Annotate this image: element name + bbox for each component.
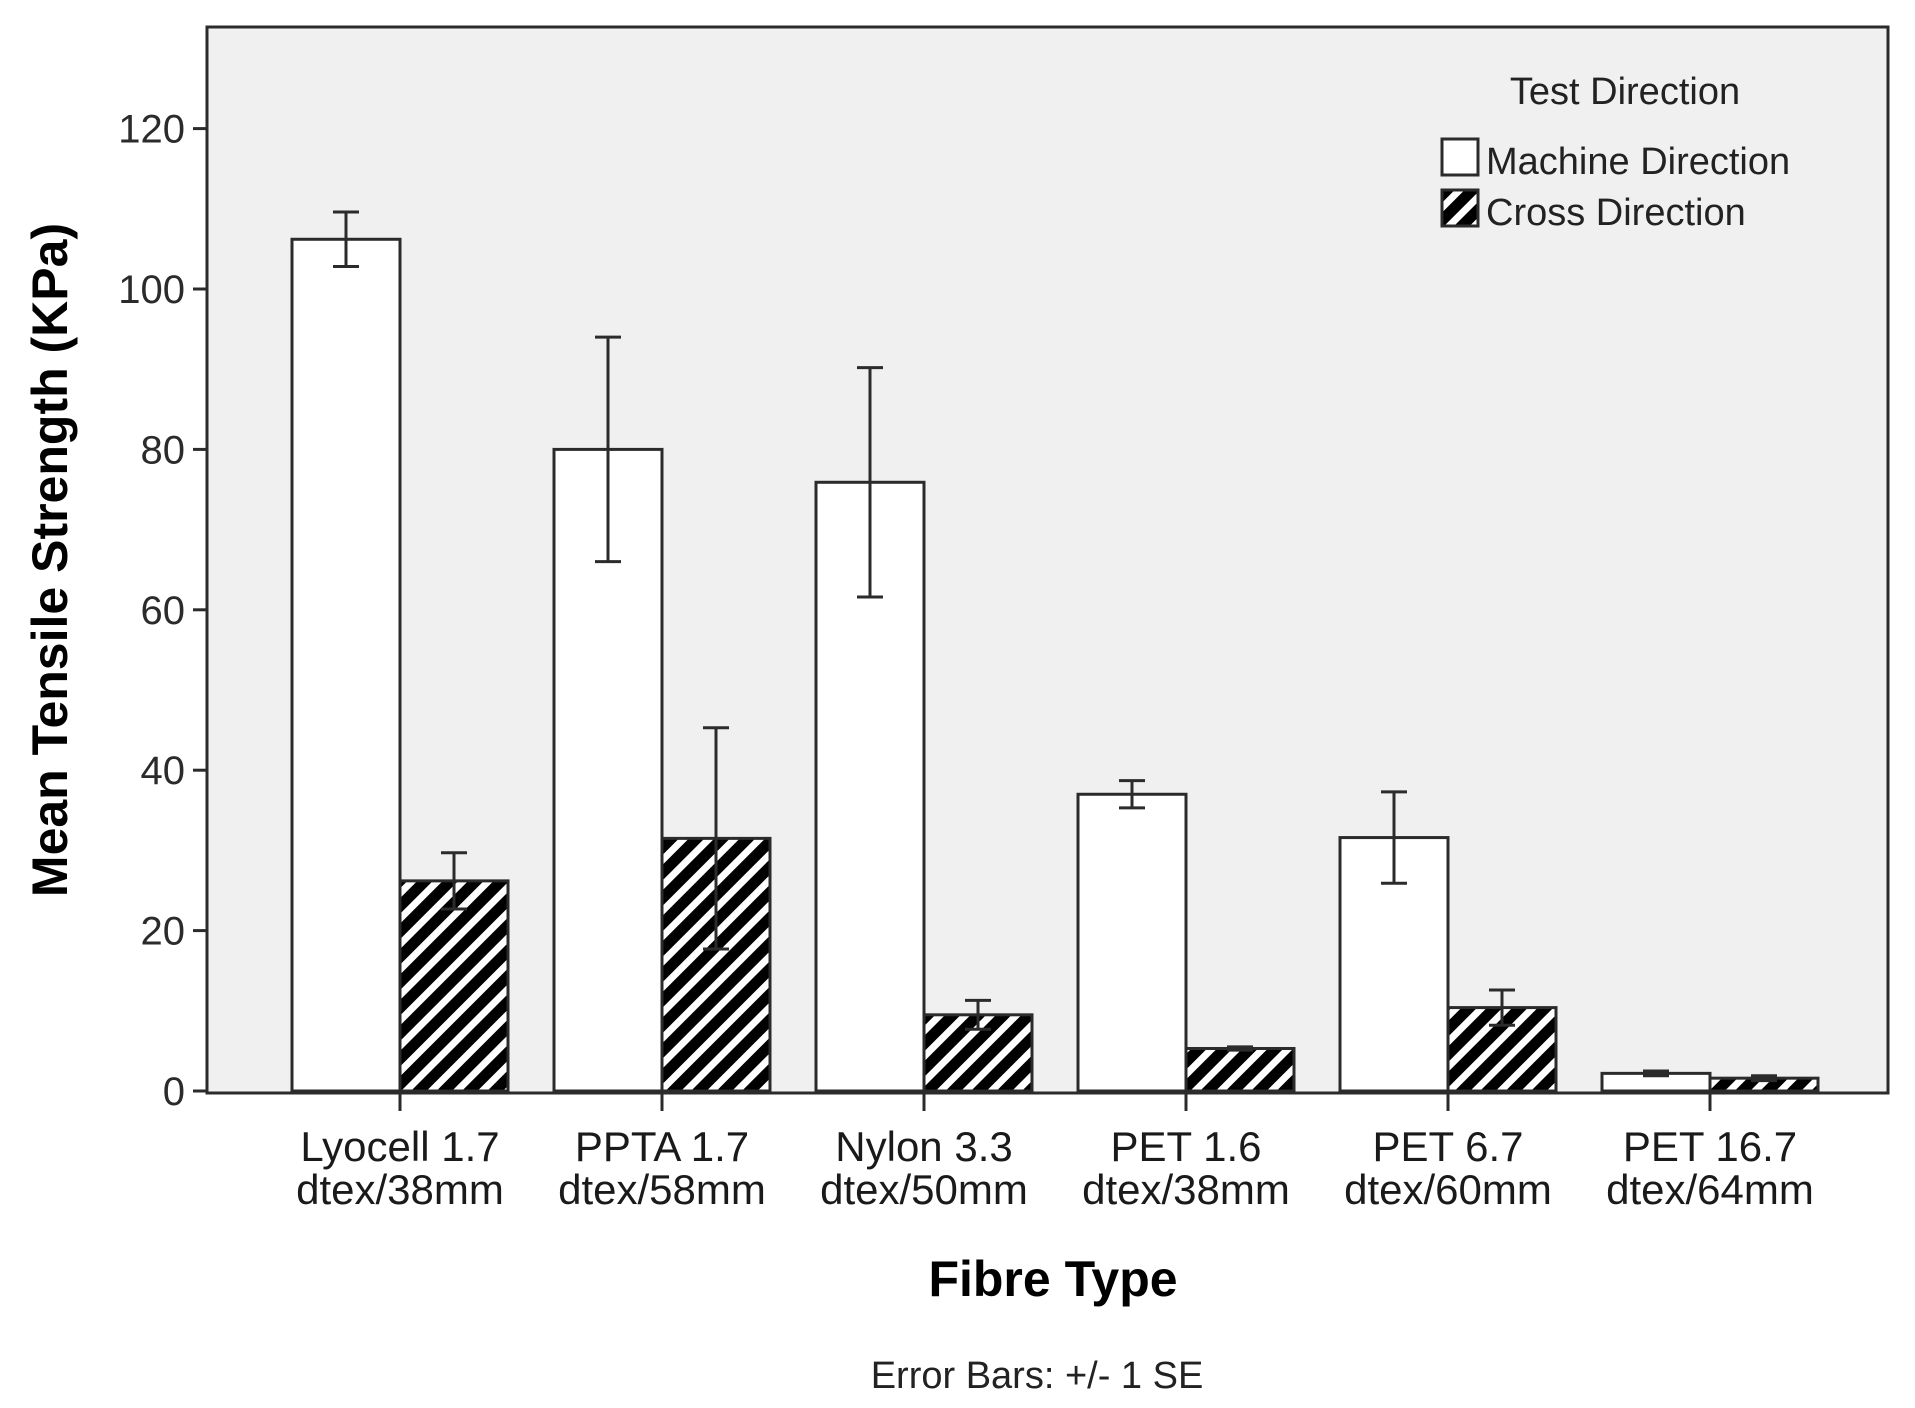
x-tick-label-1: PPTA 1.7 dtex/58mm (558, 1123, 766, 1213)
legend-title: Test Direction (1510, 71, 1740, 113)
error-bar-machine-0 (333, 210, 359, 269)
legend: Test Direction Machine Direction Cross D… (1440, 71, 1790, 234)
error-bar-cross-0 (441, 851, 467, 911)
error-bar-machine-5 (1643, 1069, 1669, 1078)
y-tick-label-0: 0 (163, 1070, 185, 1114)
error-bar-cross-4 (1489, 988, 1515, 1027)
x-tick-label-line: dtex/38mm (1082, 1166, 1290, 1213)
y-tick-label-60: 60 (141, 589, 186, 633)
x-tick-label-line: PPTA 1.7 (575, 1123, 749, 1170)
legend-swatch-machine-direction (1440, 137, 1480, 177)
x-tick-label-line: Nylon 3.3 (835, 1123, 1012, 1170)
error-bar-cross-3 (1227, 1045, 1253, 1052)
bar-cross-2 (922, 1013, 1034, 1093)
x-tick-label-line: Lyocell 1.7 (300, 1123, 499, 1170)
x-tick-label-3: PET 1.6 dtex/38mm (1082, 1123, 1290, 1213)
x-tick-label-line: PET 1.6 (1111, 1123, 1262, 1170)
bar-machine-0 (290, 237, 402, 1093)
y-tick-label-120: 120 (118, 108, 185, 152)
bars-group (290, 237, 1820, 1093)
x-tick-label-2: Nylon 3.3 dtex/50mm (820, 1123, 1028, 1213)
y-tick-label-80: 80 (141, 428, 186, 472)
bar-cross-3 (1184, 1046, 1296, 1093)
error-bar-cross-1 (703, 726, 729, 951)
x-tick-label-line: dtex/58mm (558, 1166, 766, 1213)
error-bar-machine-2 (857, 366, 883, 599)
y-tick-label-40: 40 (141, 749, 186, 793)
x-tick-label-line: dtex/64mm (1606, 1166, 1814, 1213)
y-axis-title: Mean Tensile Strength (KPa) (22, 223, 78, 897)
error-bar-machine-4 (1381, 790, 1407, 885)
error-bar-machine-1 (595, 335, 621, 564)
bar-machine-3 (1076, 792, 1188, 1093)
y-axis: 0 20 40 60 80 100 120 (118, 108, 207, 1114)
x-tick-label-line: PET 6.7 (1373, 1123, 1524, 1170)
y-tick-label-20: 20 (141, 910, 186, 954)
error-bars-footnote: Error Bars: +/- 1 SE (871, 1355, 1204, 1397)
error-bar-machine-3 (1119, 779, 1145, 810)
x-tick-label-line: dtex/50mm (820, 1166, 1028, 1213)
legend-label-cross-direction: Cross Direction (1486, 192, 1746, 234)
legend-label-machine-direction: Machine Direction (1486, 141, 1790, 183)
x-axis-title: Fibre Type (928, 1251, 1177, 1307)
x-tick-label-line: dtex/38mm (296, 1166, 504, 1213)
y-tick-label-100: 100 (118, 268, 185, 312)
bar-cross-0 (398, 879, 510, 1093)
x-tick-label-0: Lyocell 1.7 dtex/38mm (296, 1123, 504, 1213)
x-tick-label-5: PET 16.7 dtex/64mm (1606, 1123, 1814, 1213)
x-tick-label-line: PET 16.7 (1623, 1123, 1797, 1170)
error-bar-cross-5 (1751, 1074, 1777, 1083)
error-bar-cross-2 (965, 998, 991, 1031)
x-tick-label-4: PET 6.7 dtex/60mm (1344, 1123, 1552, 1213)
error-bars-group (333, 210, 1777, 1083)
legend-swatch-cross-direction (1440, 188, 1480, 228)
x-tick-label-line: dtex/60mm (1344, 1166, 1552, 1213)
